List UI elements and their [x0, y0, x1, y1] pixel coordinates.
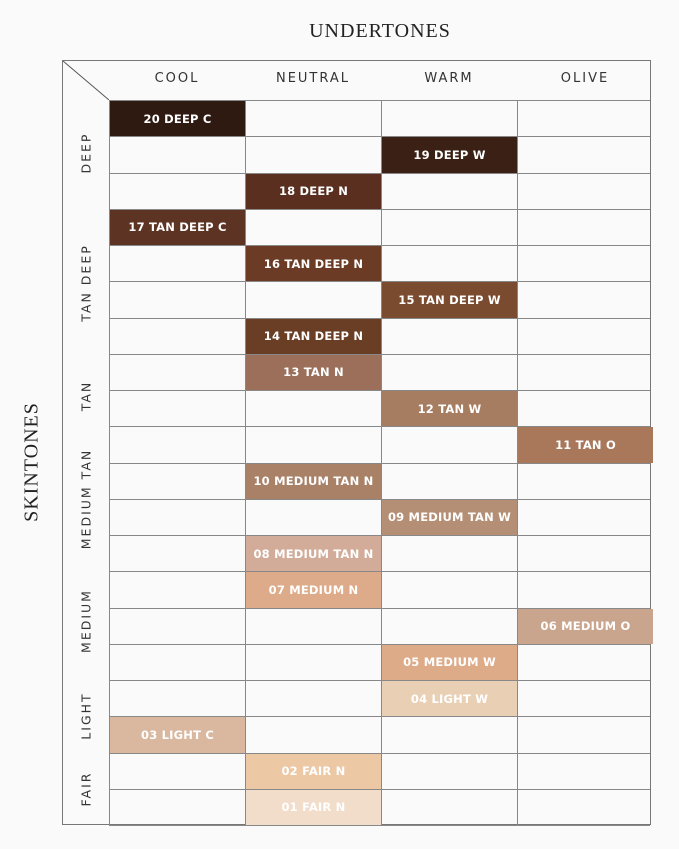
shade-cell: 15 TAN DEEP W: [382, 282, 517, 318]
grid-row-line: [109, 498, 650, 500]
column-header-warm: WARM: [424, 71, 474, 86]
grid-row-line: [109, 607, 650, 609]
shade-cell: 06 MEDIUM O: [518, 608, 653, 644]
shade-cell: 02 FAIR N: [246, 753, 381, 789]
shade-cell: 03 LIGHT C: [110, 717, 245, 753]
shade-cell: 12 TAN W: [382, 391, 517, 427]
shade-cell: 19 DEEP W: [382, 137, 517, 173]
grid-row-line: [109, 390, 650, 391]
grid-row-line: [109, 100, 650, 101]
row-label-tan: TAN: [78, 380, 94, 412]
row-label-light: LIGHT: [78, 692, 94, 740]
skintones-title: SKINTONES: [20, 402, 43, 522]
shade-cell: 11 TAN O: [518, 427, 653, 463]
column-header-neutral: NEUTRAL: [275, 71, 351, 86]
shade-cell: 09 MEDIUM TAN W: [382, 499, 517, 535]
grid-row-line: [109, 426, 650, 428]
grid-row-line: [109, 353, 650, 355]
shade-cell: 07 MEDIUM N: [246, 572, 381, 608]
shade-cell: 17 TAN DEEP C: [110, 209, 245, 245]
grid-row-line: [109, 317, 650, 319]
column-header-cool: COOL: [154, 71, 200, 86]
shade-cell: 14 TAN DEEP N: [246, 318, 381, 354]
shade-cell: 08 MEDIUM TAN N: [246, 536, 381, 572]
grid-row-line: [109, 571, 650, 573]
grid-column-line: [109, 100, 110, 825]
grid-row-line: [109, 462, 650, 464]
grid-column-line: [245, 100, 246, 825]
grid-row-line: [109, 208, 650, 210]
grid-row-line: [109, 788, 650, 790]
row-label-tan-deep: TAN DEEP: [78, 244, 94, 322]
row-label-medium: MEDIUM: [78, 589, 94, 653]
shade-cell: 04 LIGHT W: [382, 681, 517, 717]
grid-row-line: [109, 680, 650, 681]
shade-cell: 10 MEDIUM TAN N: [246, 463, 381, 499]
grid-row-line: [109, 172, 650, 174]
grid-row-line: [109, 281, 650, 283]
corner-diagonal: [63, 61, 109, 100]
shade-cell: 18 DEEP N: [246, 173, 381, 209]
grid-row-line: [109, 825, 650, 826]
shade-cell: 13 TAN N: [246, 354, 381, 390]
undertones-title: UNDERTONES: [309, 20, 451, 42]
row-label-deep: DEEP: [78, 132, 94, 174]
row-label-medium-tan: MEDIUM TAN: [78, 448, 94, 550]
row-label-fair: FAIR: [78, 771, 94, 807]
shade-cell: 01 FAIR N: [246, 789, 381, 825]
grid-row-line: [109, 716, 650, 718]
grid-row-line: [109, 535, 650, 536]
grid-column-line: [381, 100, 382, 825]
shade-cell: 20 DEEP C: [110, 101, 245, 137]
shade-grid: COOL NEUTRAL WARM OLIVE DEEP TAN DEEP TA…: [62, 60, 653, 826]
grid-row-line: [109, 245, 650, 246]
shade-cell: 16 TAN DEEP N: [246, 246, 381, 282]
grid-row-line: [109, 643, 650, 645]
column-header-olive: OLIVE: [560, 71, 610, 86]
shade-cell: 05 MEDIUM W: [382, 644, 517, 680]
grid-row-line: [109, 752, 650, 754]
grid-column-line: [517, 100, 518, 825]
grid-row-line: [109, 136, 650, 138]
